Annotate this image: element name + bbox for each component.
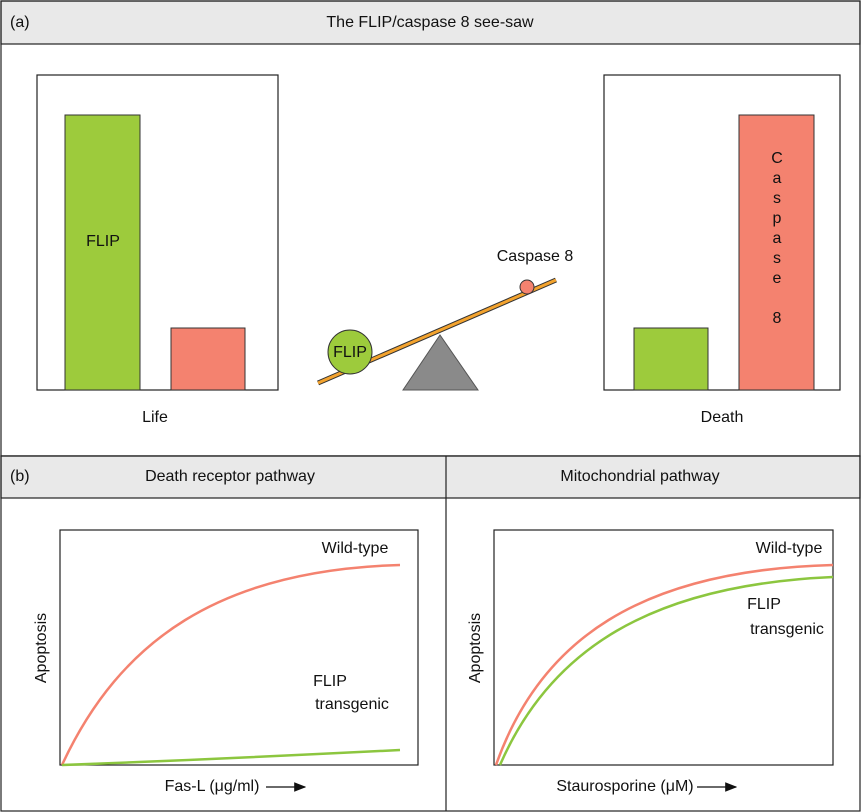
ball-label: FLIP [333, 344, 367, 361]
curve-label: Wild-type [756, 540, 823, 557]
curve-label: FLIP [747, 596, 781, 613]
panel-title: The FLIP/caspase 8 see-saw [326, 14, 534, 31]
flip-bar [633, 327, 709, 391]
wild-type-curve [494, 563, 834, 766]
bar-label: FLIP [86, 233, 120, 250]
plot-box [59, 529, 419, 766]
transgenic-curve [61, 748, 401, 767]
y-label: Apoptosis [33, 613, 50, 683]
panel-b-header [0, 455, 861, 499]
ball-label: Caspase 8 [497, 248, 574, 265]
panel-label: (b) [10, 468, 30, 485]
wild-type-curve [60, 563, 401, 766]
panel-label: (a) [10, 14, 30, 31]
transgenic-curve [498, 575, 834, 766]
plot-box [493, 529, 834, 766]
panel-title: Mitochondrial pathway [560, 468, 719, 485]
life-box [36, 74, 279, 391]
panel-a-header [0, 0, 861, 45]
flip-ball [327, 329, 373, 375]
caspase-bar [170, 327, 246, 391]
caspase-bar [738, 114, 815, 391]
x-label: Staurosporine (μM) [556, 778, 693, 795]
death-box [603, 74, 841, 391]
curve-label: transgenic [315, 696, 389, 713]
panel-b-frame [0, 455, 861, 812]
caption: Life [142, 409, 168, 426]
caspase-ball [519, 279, 535, 295]
y-label: Apoptosis [467, 613, 484, 683]
curve-label: FLIP [313, 673, 347, 690]
flip-bar [64, 114, 141, 391]
panel-title: Death receptor pathway [145, 468, 315, 485]
curve-label: transgenic [750, 621, 824, 638]
caption: Death [701, 409, 744, 426]
fulcrum [402, 334, 479, 391]
curve-label: Wild-type [322, 540, 389, 557]
bar-label: Caspase 8 [769, 150, 786, 330]
x-label: Fas-L (μg/ml) [165, 778, 260, 795]
